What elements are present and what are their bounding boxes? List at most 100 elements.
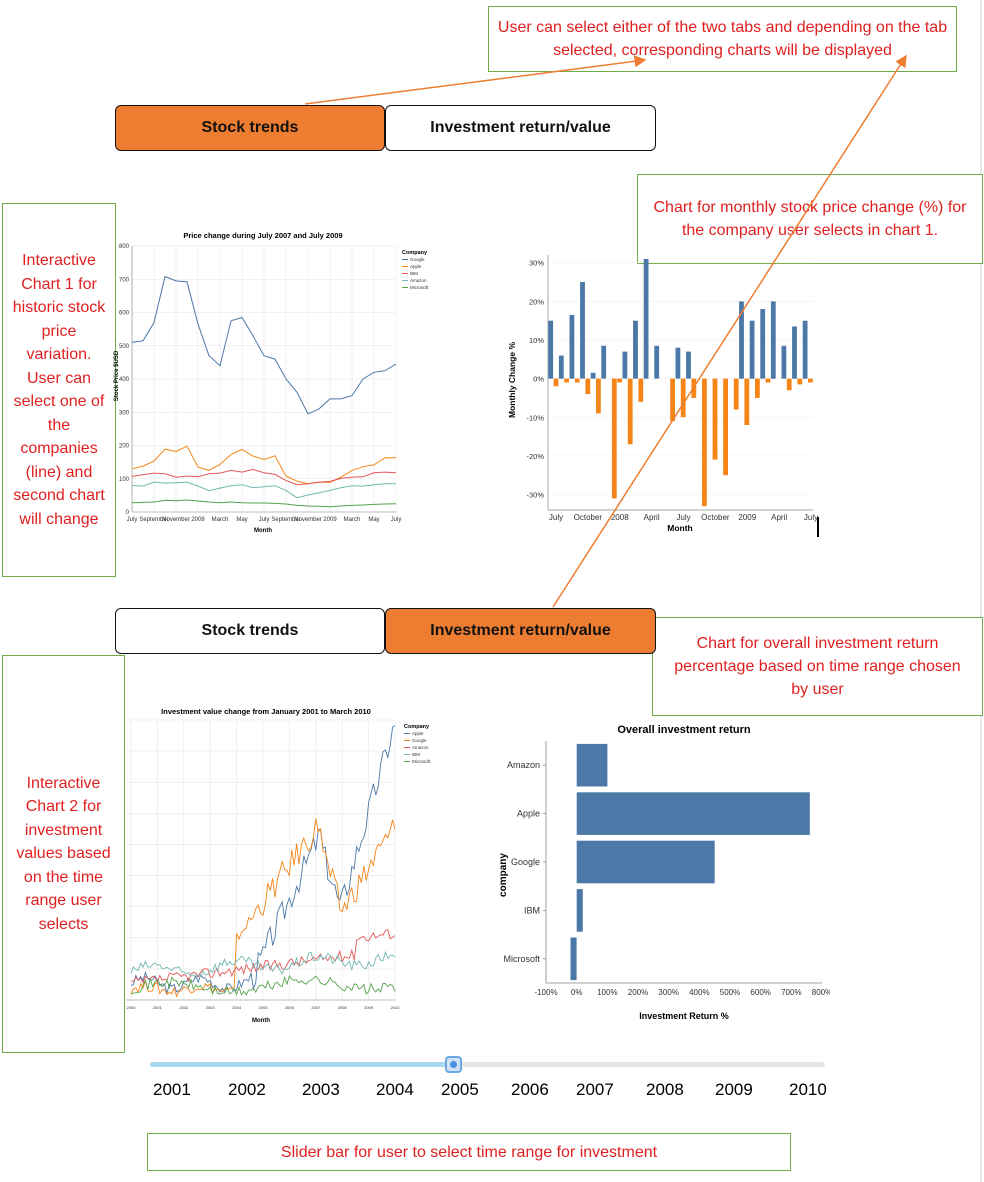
- slider-callout: Slider bar for user to select time range…: [147, 1133, 791, 1171]
- chart1-legend-item[interactable]: Apple: [410, 264, 422, 269]
- slider-year-2003[interactable]: 2003: [302, 1080, 340, 1099]
- chart3-legend-item[interactable]: IBM: [412, 752, 420, 757]
- chart2-bar: [723, 378, 728, 476]
- chart1-legend-item[interactable]: Google: [410, 257, 425, 262]
- chart2-bar: [755, 378, 760, 398]
- slider-year-2010[interactable]: 2010: [789, 1080, 827, 1099]
- chart3-xtick: 2003: [206, 1005, 216, 1010]
- chart2-ylabel: Monthly Change %: [507, 342, 517, 418]
- price-change-chart[interactable]: Price change during July 2007 and July 2…: [112, 226, 440, 536]
- chart1-xtick: November: [162, 517, 190, 523]
- slider-year-2009[interactable]: 2009: [715, 1080, 753, 1099]
- chart3-legend-item[interactable]: Microsoft: [412, 759, 431, 764]
- chart4-xtick: 600%: [750, 988, 770, 997]
- chart2-bar: [781, 345, 787, 379]
- chart2-bar: [622, 351, 628, 379]
- chart4-ytick: Microsoft: [503, 954, 540, 964]
- chart1-callout: Interactive Chart 1 for historic stock p…: [2, 203, 116, 577]
- chart1-ytick: 200: [119, 444, 130, 450]
- slider-year-2005[interactable]: 2005: [441, 1080, 479, 1099]
- chart1-ytick: 300: [119, 410, 130, 416]
- investment-value-chart[interactable]: Investment value change from January 200…: [121, 700, 441, 1030]
- slider-year-2007[interactable]: 2007: [576, 1080, 614, 1099]
- chart1-line-amazon[interactable]: [131, 481, 396, 499]
- chart2-bar: [601, 345, 607, 379]
- chart2-bar: [691, 378, 697, 398]
- chart3-line-google[interactable]: [130, 818, 396, 998]
- chart3-xtick: 2010: [391, 1005, 401, 1010]
- slider-year-2001[interactable]: 2001: [153, 1080, 191, 1099]
- tab-investment-return-bottom[interactable]: Investment return/value: [385, 608, 656, 654]
- chart1-line-apple[interactable]: [131, 445, 396, 485]
- slider-year-2008[interactable]: 2008: [646, 1080, 684, 1099]
- tab-stock-trends-bottom[interactable]: Stock trends: [115, 608, 385, 654]
- slider-year-2006[interactable]: 2006: [511, 1080, 549, 1099]
- chart2-bar: [744, 378, 750, 425]
- chart3-xtick: 2004: [232, 1005, 242, 1010]
- chart3-line-ibm[interactable]: [130, 950, 396, 979]
- chart4-xtick: 100%: [597, 988, 617, 997]
- chart2-ytick: 20%: [529, 297, 544, 306]
- chart2-bar: [760, 309, 766, 379]
- chart4-xtick: 200%: [628, 988, 648, 997]
- chart1-line-google[interactable]: [131, 275, 397, 415]
- slider-year-2002[interactable]: 2002: [228, 1080, 266, 1099]
- chart1-legend-title: Company: [402, 250, 428, 256]
- chart1-xtick: July: [259, 517, 270, 523]
- chart2-bar: [786, 378, 792, 391]
- chart1-title: Price change during July 2007 and July 2…: [183, 231, 342, 240]
- chart2-xtick: April: [771, 513, 787, 522]
- chart2-bar: [749, 320, 755, 379]
- chart3-legend-item[interactable]: Google: [412, 738, 427, 743]
- chart3-xtick: 2005: [259, 1005, 269, 1010]
- chart2-bar: [675, 347, 681, 379]
- tab-investment-return-top[interactable]: Investment return/value: [385, 105, 656, 151]
- chart3-legend-item[interactable]: Amazon: [412, 745, 429, 750]
- chart2-bar: [564, 378, 569, 383]
- chart3-line-microsoft[interactable]: [130, 974, 396, 996]
- slider-handle[interactable]: [445, 1056, 462, 1073]
- chart1-line-microsoft[interactable]: [131, 499, 397, 508]
- chart2-bar: [643, 258, 649, 379]
- chart1-line-ibm[interactable]: [131, 468, 397, 486]
- chart1-xtick: November: [294, 517, 322, 523]
- chart1-legend-item[interactable]: Microsoft: [410, 285, 429, 290]
- chart2-bar: [733, 378, 739, 410]
- chart4-ytick: Apple: [517, 809, 540, 819]
- chart2-bar: [580, 282, 585, 379]
- chart2-bar: [617, 378, 622, 383]
- chart1-legend-item[interactable]: Amazon: [410, 278, 427, 283]
- chart3-xlabel: Month: [252, 1018, 270, 1024]
- chart3-xtick: 2008: [338, 1005, 348, 1010]
- chart4-xtick: 0%: [571, 988, 583, 997]
- slider-track[interactable]: [150, 1062, 825, 1067]
- chart1-legend-item[interactable]: IBM: [410, 271, 418, 276]
- chart2-ytick: 10%: [529, 336, 544, 345]
- slider-year-2004[interactable]: 2004: [376, 1080, 414, 1099]
- chart2-ytick: 30%: [529, 259, 544, 268]
- slider-fill: [150, 1062, 455, 1067]
- chart4-bar-ibm: [576, 889, 583, 932]
- chart3-title: Investment value change from January 200…: [161, 707, 371, 716]
- chart3-xtick: 2000: [127, 1005, 137, 1010]
- chart2-xlabel: Month: [667, 523, 693, 533]
- overall-return-chart: Overall investment return company Invest…: [498, 724, 830, 1021]
- overall-return-callout: Chart for overall investment return perc…: [652, 617, 983, 716]
- chart4-xtick: 300%: [658, 988, 678, 997]
- chart3-xtick: 2002: [179, 1005, 189, 1010]
- chart4-title: Overall investment return: [617, 724, 751, 736]
- chart2-bar: [590, 372, 596, 379]
- chart1-xtick: July: [391, 517, 402, 523]
- chart3-line-apple[interactable]: [130, 725, 396, 995]
- chart3-legend-item[interactable]: Apple: [412, 731, 424, 736]
- chart2-bar: [574, 378, 580, 383]
- chart1-ytick: 700: [119, 277, 130, 283]
- chart4-ytick: Amazon: [507, 760, 540, 770]
- chart2-bar: [670, 378, 675, 422]
- chart3-line-amazon[interactable]: [130, 928, 396, 984]
- chart2-bar: [712, 378, 718, 460]
- chart2-xtick: July: [549, 513, 563, 522]
- chart3-xtick: 2007: [311, 1005, 321, 1010]
- chart3-xtick: 2009: [364, 1005, 374, 1010]
- tab-stock-trends-top[interactable]: Stock trends: [115, 105, 385, 151]
